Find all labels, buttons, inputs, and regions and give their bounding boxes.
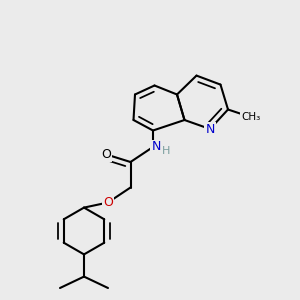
Text: O: O xyxy=(102,148,111,161)
Text: N: N xyxy=(151,140,161,154)
Text: CH₃: CH₃ xyxy=(241,112,260,122)
Text: H: H xyxy=(162,146,171,157)
Text: O: O xyxy=(103,196,113,209)
Text: N: N xyxy=(205,122,215,136)
